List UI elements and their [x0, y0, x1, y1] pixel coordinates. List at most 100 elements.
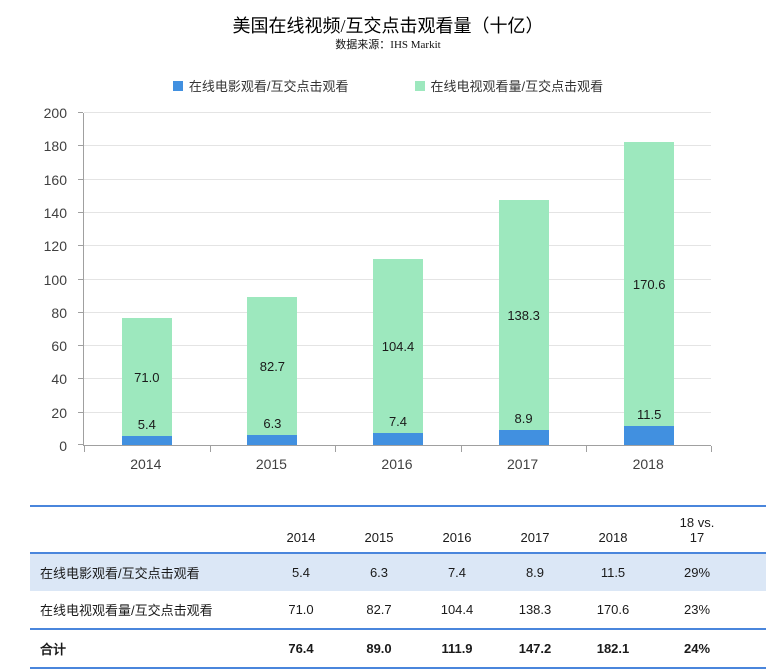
x-axis-label-2018: 2018: [632, 456, 664, 472]
table-row-2: 合计 76.4 89.0 111.9 147.2 182.1 24%: [30, 628, 766, 669]
x-axis-label-2016: 2016: [381, 456, 413, 472]
legend-item-1: 在线电视观看量/互交点击观看: [414, 76, 604, 95]
x-tick-4: [586, 446, 587, 452]
y-tick-140: [78, 211, 83, 213]
bar-2015-tv-segment: [247, 296, 298, 435]
x-tick-1: [210, 446, 211, 452]
x-tick-3: [461, 446, 462, 452]
gridline-160: [84, 178, 711, 180]
bar-2014-movie-label: 5.4: [137, 417, 156, 432]
bar-2018-movie-label: 11.5: [637, 406, 662, 422]
x-axis-labels: 2014 2015 2016 2017 2018: [83, 456, 711, 476]
bar-2016-movie-segment: [373, 432, 423, 445]
table-row-0-cell-3: 8.9: [496, 553, 574, 591]
x-tick-0: [84, 446, 85, 452]
table-header-cell-2: 2015: [340, 506, 418, 554]
table-row-0-cell-2: 7.4: [418, 553, 496, 591]
bar-2015-movie-segment: [247, 434, 298, 445]
table-row-2-label: 合计: [30, 628, 262, 669]
y-tick-label-80: 80: [51, 304, 67, 321]
table-header-row: 2014 2015 2016 2017 2018 18 vs. 17: [30, 506, 766, 554]
table-row-1-cell-2: 104.4: [440, 602, 474, 617]
legend-swatch-icon: [414, 80, 425, 91]
bar-2017-tv-segment: [498, 199, 549, 431]
y-tick-60: [78, 345, 83, 347]
y-tick-40: [78, 378, 83, 380]
y-tick-label-20: 20: [51, 404, 67, 421]
table-row-2-cell-5: 24%: [652, 628, 766, 669]
x-tick-2: [335, 446, 336, 452]
y-tick-100: [78, 278, 83, 280]
bar-2018-tv-segment: [624, 141, 675, 426]
bar-2017-movie-label: 8.9: [514, 411, 533, 427]
y-tick-label-180: 180: [43, 138, 67, 155]
x-axis-label-2015: 2015: [255, 456, 287, 472]
y-tick-label-40: 40: [51, 371, 67, 388]
table-header-cell-4: 2017: [496, 506, 574, 554]
y-tick-label-0: 0: [59, 438, 67, 454]
x-axis-label-2014: 2014: [130, 456, 162, 472]
y-tick-label-100: 100: [43, 271, 67, 288]
gridline-180: [84, 145, 711, 147]
table-row-2-cell-4: 182.1: [574, 628, 652, 669]
table-body: 在线电影观看/互交点击观看 5.4 6.3 7.4 8.9 11.5 29% 在线电视观看量/…: [30, 553, 766, 669]
plot-area: 5.4 71.0 6.3 82.7 7.4 104.4 8.9 138.3 11.5 170.6: [78, 112, 712, 452]
y-tick-label-200: 200: [43, 105, 67, 121]
bar-2014-tv-label: 71.0: [134, 369, 160, 385]
bar-2017-movie-segment: [498, 430, 549, 445]
y-tick-160: [78, 178, 83, 180]
data-table: 2014 2015 2016 2017 2018 18 vs. 17 在线电影观看/互交点…: [30, 505, 766, 669]
table-header-cell-5: 2018: [574, 506, 652, 554]
y-tick-200: [78, 112, 83, 113]
gridline-120: [84, 245, 711, 247]
legend-label: 在线电影观看/互交点击观看: [188, 79, 349, 94]
table-row-1-cell-1: 82.7: [366, 602, 392, 617]
bar-2015-tv-label: 82.7: [259, 358, 286, 374]
table-row-2-cell-2: 111.9: [418, 628, 496, 669]
y-axis-labels: 0 20 40 60 80 100 120 140 160 180 200: [0, 105, 76, 454]
bar-2015-movie-label: 6.3: [263, 415, 282, 431]
table-row-0-label: 在线电影观看/互交点击观看: [30, 553, 262, 591]
legend-swatch-icon: [172, 80, 183, 91]
table-row-2-cell-3: 147.2: [496, 628, 574, 669]
y-tick-0: [78, 444, 83, 445]
x-axis-label-2017: 2017: [507, 456, 539, 472]
y-tick-80: [78, 311, 83, 313]
table-row-1: 在线电视观看量/互交点击观看 71.0 82.7 104.4 138.3 170.6 23%: [30, 591, 766, 629]
bar-2014-tv-segment: [121, 317, 172, 436]
table-row-2-cell-1: 89.0: [340, 628, 418, 669]
table-header-cell-1: 2014: [262, 506, 340, 554]
table-row-1-label: 在线电视观看量/互交点击观看: [40, 603, 213, 618]
chart-legend: 在线电影观看/互交点击观看 在线电视观看量/互交点击观看: [0, 76, 776, 95]
table-header-cell-6: 18 vs. 17: [652, 506, 766, 554]
legend-label: 在线电视观看量/互交点击观看: [430, 79, 604, 94]
table-row-0-cell-0: 5.4: [262, 553, 340, 591]
table-row-0: 在线电影观看/互交点击观看 5.4 6.3 7.4 8.9 11.5 29%: [30, 553, 766, 591]
y-tick-20: [78, 411, 83, 413]
bar-2016-tv-label: 104.4: [381, 338, 415, 354]
y-tick-label-140: 140: [43, 204, 67, 221]
table-row-0-cell-5: 29%: [652, 553, 766, 591]
table-header-cell-0: [30, 506, 262, 554]
table-row-1-cell-4: 170.6: [596, 602, 630, 617]
legend-item-0: 在线电影观看/互交点击观看: [172, 76, 349, 95]
table-row-0-cell-1: 6.3: [340, 553, 418, 591]
table-header-cell-3: 2016: [418, 506, 496, 554]
bar-2014-movie-segment: [121, 436, 172, 445]
data-table-wrap: 2014 2015 2016 2017 2018 18 vs. 17 在线电影观看/互交点…: [30, 505, 766, 669]
table-row-1-cell-5: 23%: [683, 602, 711, 617]
chart-source: 数据来源：IHS Markit: [335, 39, 441, 51]
bar-2016-tv-segment: [373, 258, 423, 433]
bar-2018-movie-segment: [624, 425, 675, 445]
bar-2016-movie-label: 7.4: [388, 413, 408, 429]
table-row-1-cell-3: 138.3: [518, 602, 552, 617]
y-tick-label-60: 60: [51, 338, 67, 355]
bar-2018-tv-label: 170.6: [632, 276, 666, 292]
y-tick-120: [78, 245, 83, 247]
x-tick-5: [711, 446, 712, 452]
chart-title: 美国在线视频/互交点击观看量（十亿）: [232, 16, 544, 36]
table-row-1-cell-0: 71.0: [288, 602, 314, 617]
gridline-140: [84, 211, 711, 213]
bar-2017-tv-label: 138.3: [507, 308, 540, 323]
